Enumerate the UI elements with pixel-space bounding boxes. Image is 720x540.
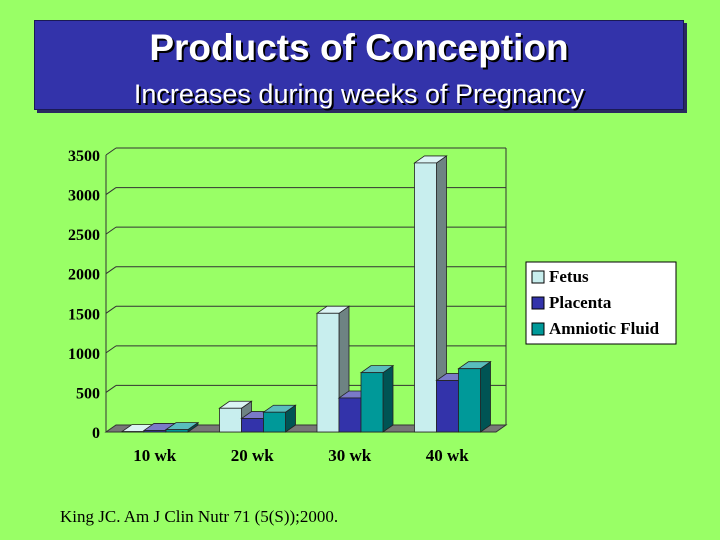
bar-2-0 bbox=[164, 421, 200, 433]
x-tick-label: 30 wk bbox=[328, 446, 372, 465]
y-tick-label: 3000 bbox=[68, 188, 100, 205]
gridline-side bbox=[105, 147, 117, 156]
gridline-side bbox=[105, 226, 117, 235]
title-banner: Products of Conception Increases during … bbox=[34, 20, 684, 110]
bar-side bbox=[480, 360, 491, 433]
y-tick-label: 1500 bbox=[68, 306, 100, 323]
y-tick-label: 0 bbox=[92, 425, 100, 442]
bar-front bbox=[316, 312, 340, 433]
gridline-side bbox=[105, 385, 117, 393]
y-tick-label: 2000 bbox=[68, 267, 100, 284]
bar-front bbox=[241, 418, 264, 433]
y-tick-label: 2500 bbox=[68, 227, 100, 244]
bar-front bbox=[263, 411, 286, 433]
bar-front bbox=[414, 162, 437, 433]
x-tick-label: 10 wk bbox=[133, 446, 177, 465]
bar-0-3 bbox=[413, 155, 448, 433]
legend-label: Amniotic Fluid bbox=[549, 319, 660, 338]
citation: King JC. Am J Clin Nutr 71 (5(S));2000. bbox=[60, 507, 339, 526]
gridline-side bbox=[105, 187, 117, 195]
legend-swatch bbox=[531, 296, 545, 310]
bar-front bbox=[143, 430, 167, 433]
legend: Fetus Placenta Amniotic Fluid bbox=[525, 261, 677, 345]
bar-front bbox=[338, 397, 362, 433]
bar-front bbox=[360, 372, 384, 433]
y-tick-label: 3500 bbox=[68, 148, 100, 165]
bar-2-2 bbox=[359, 364, 395, 433]
gridline-side bbox=[105, 266, 117, 275]
bar-front bbox=[165, 429, 189, 433]
bar-front bbox=[219, 407, 242, 433]
legend-swatch bbox=[531, 270, 545, 284]
x-tick-label: 20 wk bbox=[231, 446, 275, 465]
bar-front bbox=[436, 380, 459, 433]
bar-2-3 bbox=[457, 360, 492, 433]
gridline-side bbox=[105, 345, 117, 354]
slide-title: Products of Conception bbox=[149, 27, 569, 68]
bar-front bbox=[458, 368, 481, 433]
gridline-side bbox=[105, 305, 117, 314]
bar-2-1 bbox=[262, 404, 297, 433]
legend-label: Placenta bbox=[549, 293, 612, 312]
bar-side bbox=[382, 364, 394, 433]
x-tick-label: 40 wk bbox=[426, 446, 470, 465]
y-tick-label: 500 bbox=[76, 385, 100, 402]
slide-subtitle: Increases during weeks of Pregnancy bbox=[133, 79, 585, 109]
legend-label: Fetus bbox=[549, 267, 589, 286]
y-tick-label: 1000 bbox=[68, 346, 100, 363]
legend-box bbox=[525, 261, 677, 345]
legend-swatch bbox=[531, 322, 545, 336]
